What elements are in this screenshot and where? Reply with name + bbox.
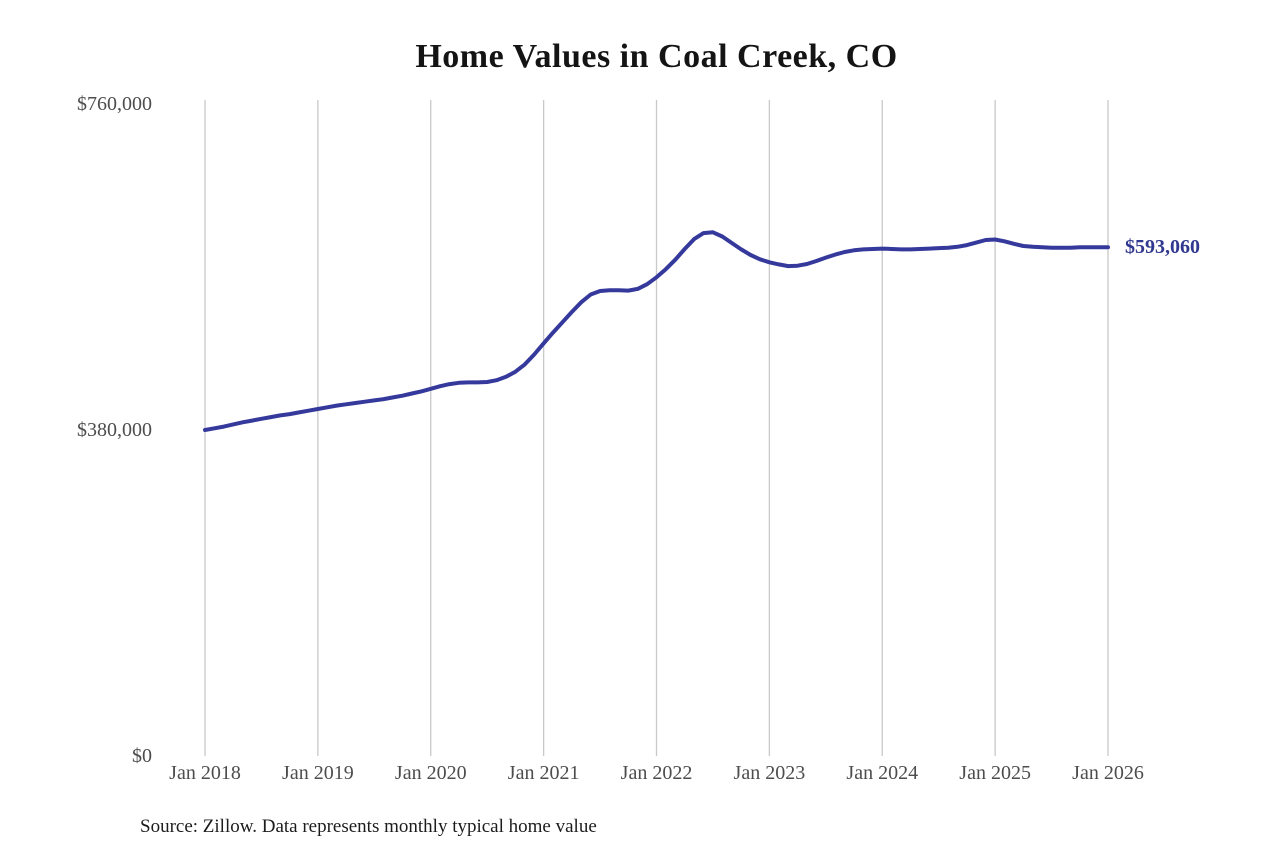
source-note: Source: Zillow. Data represents monthly … (140, 816, 597, 837)
x-axis-label: Jan 2022 (620, 762, 693, 784)
chart-title: Home Values in Coal Creek, CO (415, 38, 898, 75)
y-axis-label: $0 (132, 745, 152, 767)
x-axis-label: Jan 2021 (507, 762, 580, 784)
y-axis-label: $760,000 (77, 93, 152, 115)
x-axis-label: Jan 2018 (169, 762, 241, 784)
x-axis-label: Jan 2026 (1072, 762, 1144, 784)
y-axis-label: $380,000 (77, 419, 152, 441)
home-value-line (203, 230, 1110, 432)
current-value-label: $593,060 (1125, 236, 1200, 259)
vertical-gridlines (204, 100, 1109, 756)
x-axis-label: Jan 2024 (846, 762, 919, 784)
x-axis-label: Jan 2019 (282, 762, 354, 784)
x-axis-label: Jan 2020 (394, 762, 467, 784)
x-axis-label: Jan 2025 (959, 762, 1031, 784)
x-axis-label: Jan 2023 (733, 762, 806, 784)
